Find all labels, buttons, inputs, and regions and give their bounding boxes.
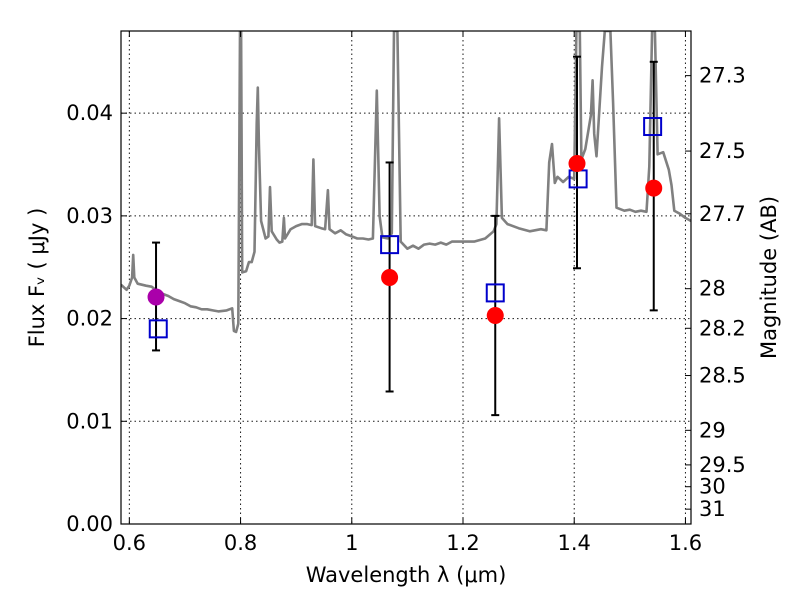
y2-tick-label: 27.5	[699, 139, 746, 163]
y-tick-label: 0.02	[66, 307, 113, 331]
spectrum-line	[121, 31, 691, 334]
y2-tick-label: 29	[699, 418, 726, 442]
y-tick-label: 0.00	[66, 512, 113, 536]
y-tick-label: 0.03	[66, 204, 113, 228]
y2-tick-label: 27.7	[699, 202, 746, 226]
x-tick-label: 1.6	[669, 531, 702, 555]
x-tick-label: 1.2	[446, 531, 479, 555]
y2-tick-label: 29.5	[699, 453, 746, 477]
x-tick-label: 0.6	[113, 531, 146, 555]
model-point	[643, 117, 663, 137]
y2-tick-label: 30	[699, 475, 726, 499]
y2-tick-label: 31	[699, 497, 726, 521]
x-tick-label: 1.4	[558, 531, 591, 555]
observed-point	[486, 307, 504, 325]
model-point	[485, 283, 505, 303]
axis-ticks: 0.6 0.8 1 1.2 1.4 1.6 0.00 0.01 0.02 0.03 0.04 27.3…	[66, 31, 746, 555]
observed-point	[147, 288, 165, 306]
grid-lines	[121, 31, 691, 524]
y-axis-label: Flux Fᵥ ( μJy )	[25, 208, 49, 348]
x-tick-label: 1	[345, 531, 358, 555]
plot-frame	[120, 30, 692, 525]
observed-point	[381, 269, 399, 286]
y2-tick-label: 28.2	[699, 316, 746, 340]
y-tick-label: 0.04	[66, 101, 113, 125]
observed-point	[645, 179, 663, 197]
model-point	[148, 319, 168, 339]
y2-axis-label: Magnitude (AB)	[757, 196, 781, 359]
observed-photometry	[147, 154, 663, 325]
model-point	[380, 235, 400, 255]
y-tick-label: 0.01	[66, 409, 113, 433]
x-axis-label: Wavelength λ (μm)	[306, 563, 507, 587]
model-spectrum	[121, 31, 691, 334]
y2-tick-label: 28	[699, 277, 726, 301]
observed-point	[568, 154, 586, 172]
y2-tick-label: 28.5	[699, 364, 746, 388]
x-tick-label: 0.8	[224, 531, 257, 555]
y2-tick-label: 27.3	[699, 64, 746, 88]
